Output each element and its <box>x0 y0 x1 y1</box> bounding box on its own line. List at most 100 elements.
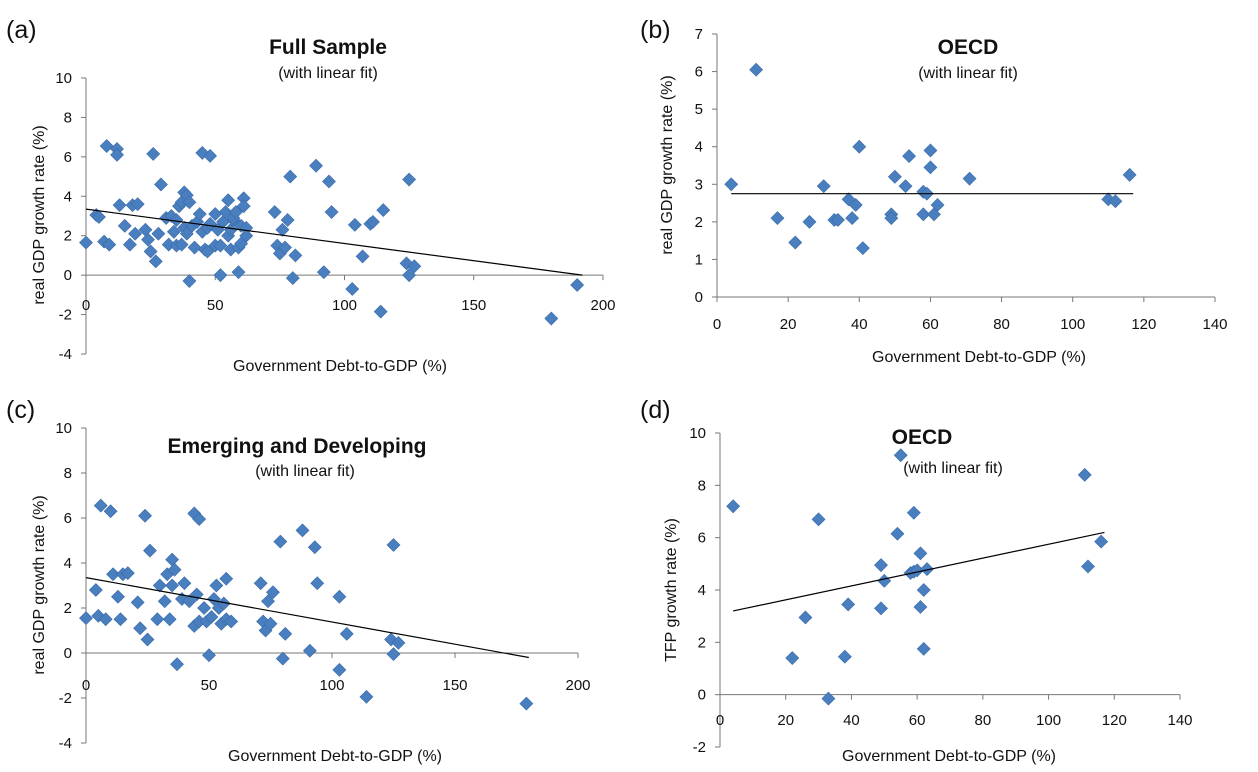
y-tick-label: 1 <box>695 251 703 268</box>
data-point <box>816 179 831 194</box>
data-point <box>261 594 275 609</box>
data-point <box>923 160 938 175</box>
data-point <box>102 237 117 252</box>
data-point <box>177 576 192 591</box>
data-point <box>831 213 845 227</box>
data-point <box>788 235 803 250</box>
x-tick-label: 150 <box>442 677 467 694</box>
data-point <box>544 311 559 326</box>
data-point <box>219 571 234 586</box>
data-point <box>332 662 347 677</box>
chart-subtitle: (with linear fit) <box>278 65 378 82</box>
x-axis-label: Government Debt-to-GDP (%) <box>842 748 1056 765</box>
y-tick-label: 8 <box>698 477 706 494</box>
data-point <box>724 177 739 192</box>
chart-title: Full Sample <box>269 36 387 59</box>
data-point <box>157 594 172 609</box>
data-point <box>407 259 422 274</box>
data-point <box>366 214 380 229</box>
data-point <box>275 222 290 237</box>
data-point <box>307 540 322 555</box>
y-tick-label: 2 <box>695 214 703 231</box>
data-point <box>923 143 938 158</box>
data-point <box>187 240 202 255</box>
data-point <box>906 505 921 520</box>
chart-subtitle: (with linear fit) <box>918 65 1018 82</box>
data-point <box>916 641 931 656</box>
data-point <box>224 614 239 629</box>
data-point <box>123 237 137 252</box>
data-point <box>130 595 145 610</box>
y-tick-label: 2 <box>698 634 706 651</box>
y-tick-label: 2 <box>64 600 72 617</box>
x-tick-label: 100 <box>332 297 357 314</box>
data-point <box>239 228 254 243</box>
data-point <box>283 169 298 184</box>
y-tick-label: 10 <box>55 70 72 87</box>
data-point <box>79 235 93 250</box>
data-point <box>802 214 817 229</box>
data-point <box>355 249 370 264</box>
data-point <box>887 169 902 184</box>
data-point <box>231 265 246 280</box>
x-tick-label: 40 <box>851 316 868 333</box>
x-tick-label: 60 <box>922 316 939 333</box>
data-point <box>273 534 288 549</box>
data-point <box>345 282 360 296</box>
x-tick-label: 80 <box>993 316 1010 333</box>
data-point <box>263 616 278 631</box>
data-point <box>209 578 224 593</box>
x-tick-label: 0 <box>82 297 90 314</box>
data-point <box>88 583 103 597</box>
y-tick-label: 6 <box>698 530 706 547</box>
data-point <box>138 508 152 523</box>
data-point <box>811 512 826 527</box>
data-point <box>182 195 197 210</box>
y-tick-label: 4 <box>64 555 72 572</box>
y-tick-label: 10 <box>689 425 706 442</box>
data-point <box>182 594 197 609</box>
panel-label: (b) <box>640 16 671 44</box>
x-tick-label: 100 <box>319 677 344 694</box>
data-point <box>202 648 216 663</box>
data-point <box>197 601 212 615</box>
x-tick-label: 0 <box>82 677 90 694</box>
data-point <box>376 203 391 218</box>
y-tick-label: 4 <box>64 188 72 205</box>
data-point <box>182 274 197 288</box>
data-point <box>111 589 125 604</box>
chart-subtitle: (with linear fit) <box>255 463 355 480</box>
data-point <box>79 611 93 626</box>
x-tick-label: 60 <box>909 712 926 729</box>
data-point <box>204 610 219 624</box>
x-tick-label: 200 <box>590 297 615 314</box>
data-point <box>165 578 180 593</box>
y-axis-label: TFP growth rate (%) <box>663 518 680 662</box>
data-point <box>877 573 892 588</box>
data-point <box>373 304 388 319</box>
data-point <box>884 211 899 226</box>
data-point <box>332 589 347 604</box>
data-point <box>99 139 114 153</box>
data-point <box>930 198 945 212</box>
data-point <box>852 139 867 154</box>
x-tick-label: 50 <box>207 297 224 314</box>
data-point <box>103 504 118 519</box>
y-tick-label: -2 <box>59 690 72 707</box>
x-tick-label: 150 <box>461 297 486 314</box>
data-point <box>309 158 323 173</box>
data-point <box>106 567 120 582</box>
y-tick-label: 6 <box>64 149 72 166</box>
data-point <box>143 244 158 259</box>
y-tick-label: 3 <box>695 176 703 193</box>
y-axis-label: real GDP growth rate (%) <box>659 75 676 254</box>
data-point <box>206 592 221 606</box>
data-point <box>288 248 303 263</box>
data-point <box>837 649 852 664</box>
data-point <box>1108 194 1123 209</box>
x-tick-label: 140 <box>1167 712 1192 729</box>
data-point <box>278 240 292 255</box>
data-point <box>203 148 218 163</box>
data-point <box>167 562 182 577</box>
